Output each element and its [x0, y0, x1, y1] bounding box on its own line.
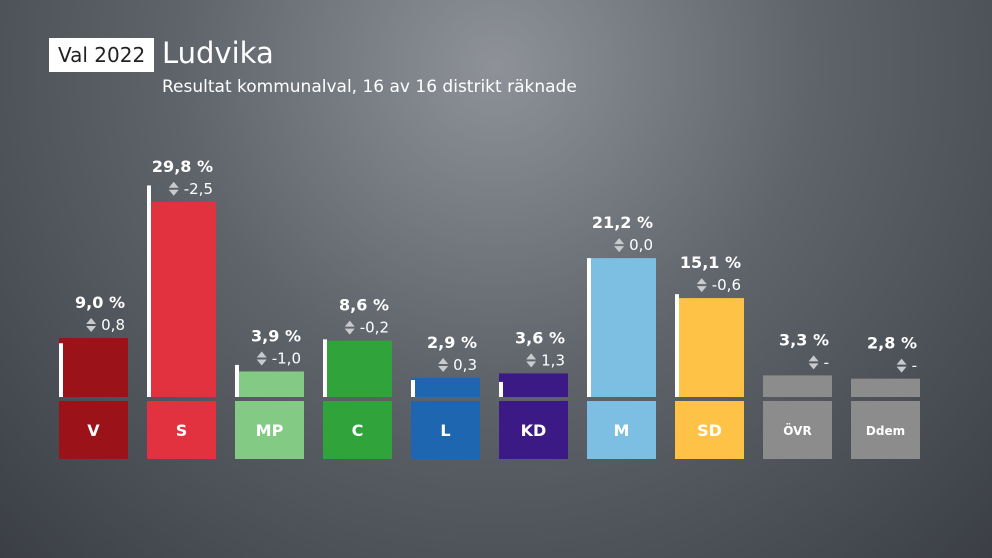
change-arrow-icon [86, 318, 97, 333]
category-box-s [147, 401, 216, 459]
category-label-v: V [87, 421, 100, 440]
previous-marker-mp [235, 364, 239, 397]
category-label-s: S [176, 421, 188, 440]
category-box-v [59, 401, 128, 459]
previous-marker-m [587, 258, 591, 397]
category-box-m [587, 401, 656, 459]
category-box-c [323, 401, 392, 459]
page-subtitle: Resultat kommunalval, 16 av 16 distrikt … [162, 77, 577, 97]
change-arrow-icon [256, 351, 267, 366]
change-label-m: 0,0 [629, 236, 653, 254]
change-label-v: 0,8 [101, 316, 125, 334]
bar-kd [499, 373, 568, 397]
previous-marker-v [59, 343, 63, 397]
change-label-l: 0,3 [453, 356, 477, 374]
category-label-l: L [440, 421, 450, 440]
category-label-sd: SD [697, 421, 722, 440]
bar-ddem [851, 378, 920, 397]
change-arrow-icon [808, 355, 819, 370]
bar-v [59, 338, 128, 397]
category-box-mp [235, 401, 304, 459]
previous-marker-sd [675, 294, 679, 397]
change-label-sd: -0,6 [712, 276, 741, 294]
category-label-m: M [614, 421, 630, 440]
change-arrow-icon [438, 358, 449, 373]
value-label-mp: 3,9 % [251, 326, 301, 345]
change-label-mp: -1,0 [272, 349, 301, 367]
value-label-c: 8,6 % [339, 296, 389, 315]
change-label-övr: - [824, 353, 829, 371]
change-arrow-icon [696, 278, 707, 293]
bar-c [323, 340, 392, 397]
previous-marker-l [411, 379, 415, 397]
bar-sd [675, 298, 744, 397]
change-label-c: -0,2 [360, 319, 389, 337]
bar-s [147, 201, 216, 397]
change-arrow-icon [614, 238, 625, 253]
category-label-kd: KD [521, 421, 547, 440]
value-label-sd: 15,1 % [680, 253, 741, 272]
category-box-kd [499, 401, 568, 459]
page-title: Ludvika [162, 36, 274, 70]
bar-övr [763, 375, 832, 397]
change-arrow-icon [526, 353, 537, 368]
value-label-övr: 3,3 % [779, 330, 829, 349]
value-label-l: 2,9 % [427, 333, 477, 352]
change-arrow-icon [168, 181, 179, 196]
change-arrow-icon [896, 358, 907, 373]
previous-marker-c [323, 339, 327, 397]
election-year-tag: Val 2022 [49, 38, 155, 72]
change-arrow-icon [344, 320, 355, 335]
change-label-ddem: - [912, 357, 917, 375]
category-label-mp: MP [256, 421, 284, 440]
value-label-v: 9,0 % [75, 293, 125, 312]
category-box-l [411, 401, 480, 459]
value-label-kd: 3,6 % [515, 328, 565, 347]
category-label-ddem: Ddem [866, 424, 905, 438]
value-label-s: 29,8 % [152, 157, 213, 176]
value-label-m: 21,2 % [592, 213, 653, 232]
category-box-ddem [851, 401, 920, 459]
value-label-ddem: 2,8 % [867, 334, 917, 353]
change-label-kd: 1,3 [541, 351, 565, 369]
category-box-sd [675, 401, 744, 459]
bar-m [587, 258, 656, 397]
bar-mp [235, 371, 304, 397]
category-box-övr [763, 401, 832, 459]
category-label-övr: ÖVR [783, 423, 811, 438]
change-label-s: -2,5 [184, 180, 213, 198]
category-label-c: C [352, 421, 364, 440]
bar-l [411, 378, 480, 397]
previous-marker-kd [499, 381, 503, 397]
previous-marker-s [147, 185, 151, 397]
